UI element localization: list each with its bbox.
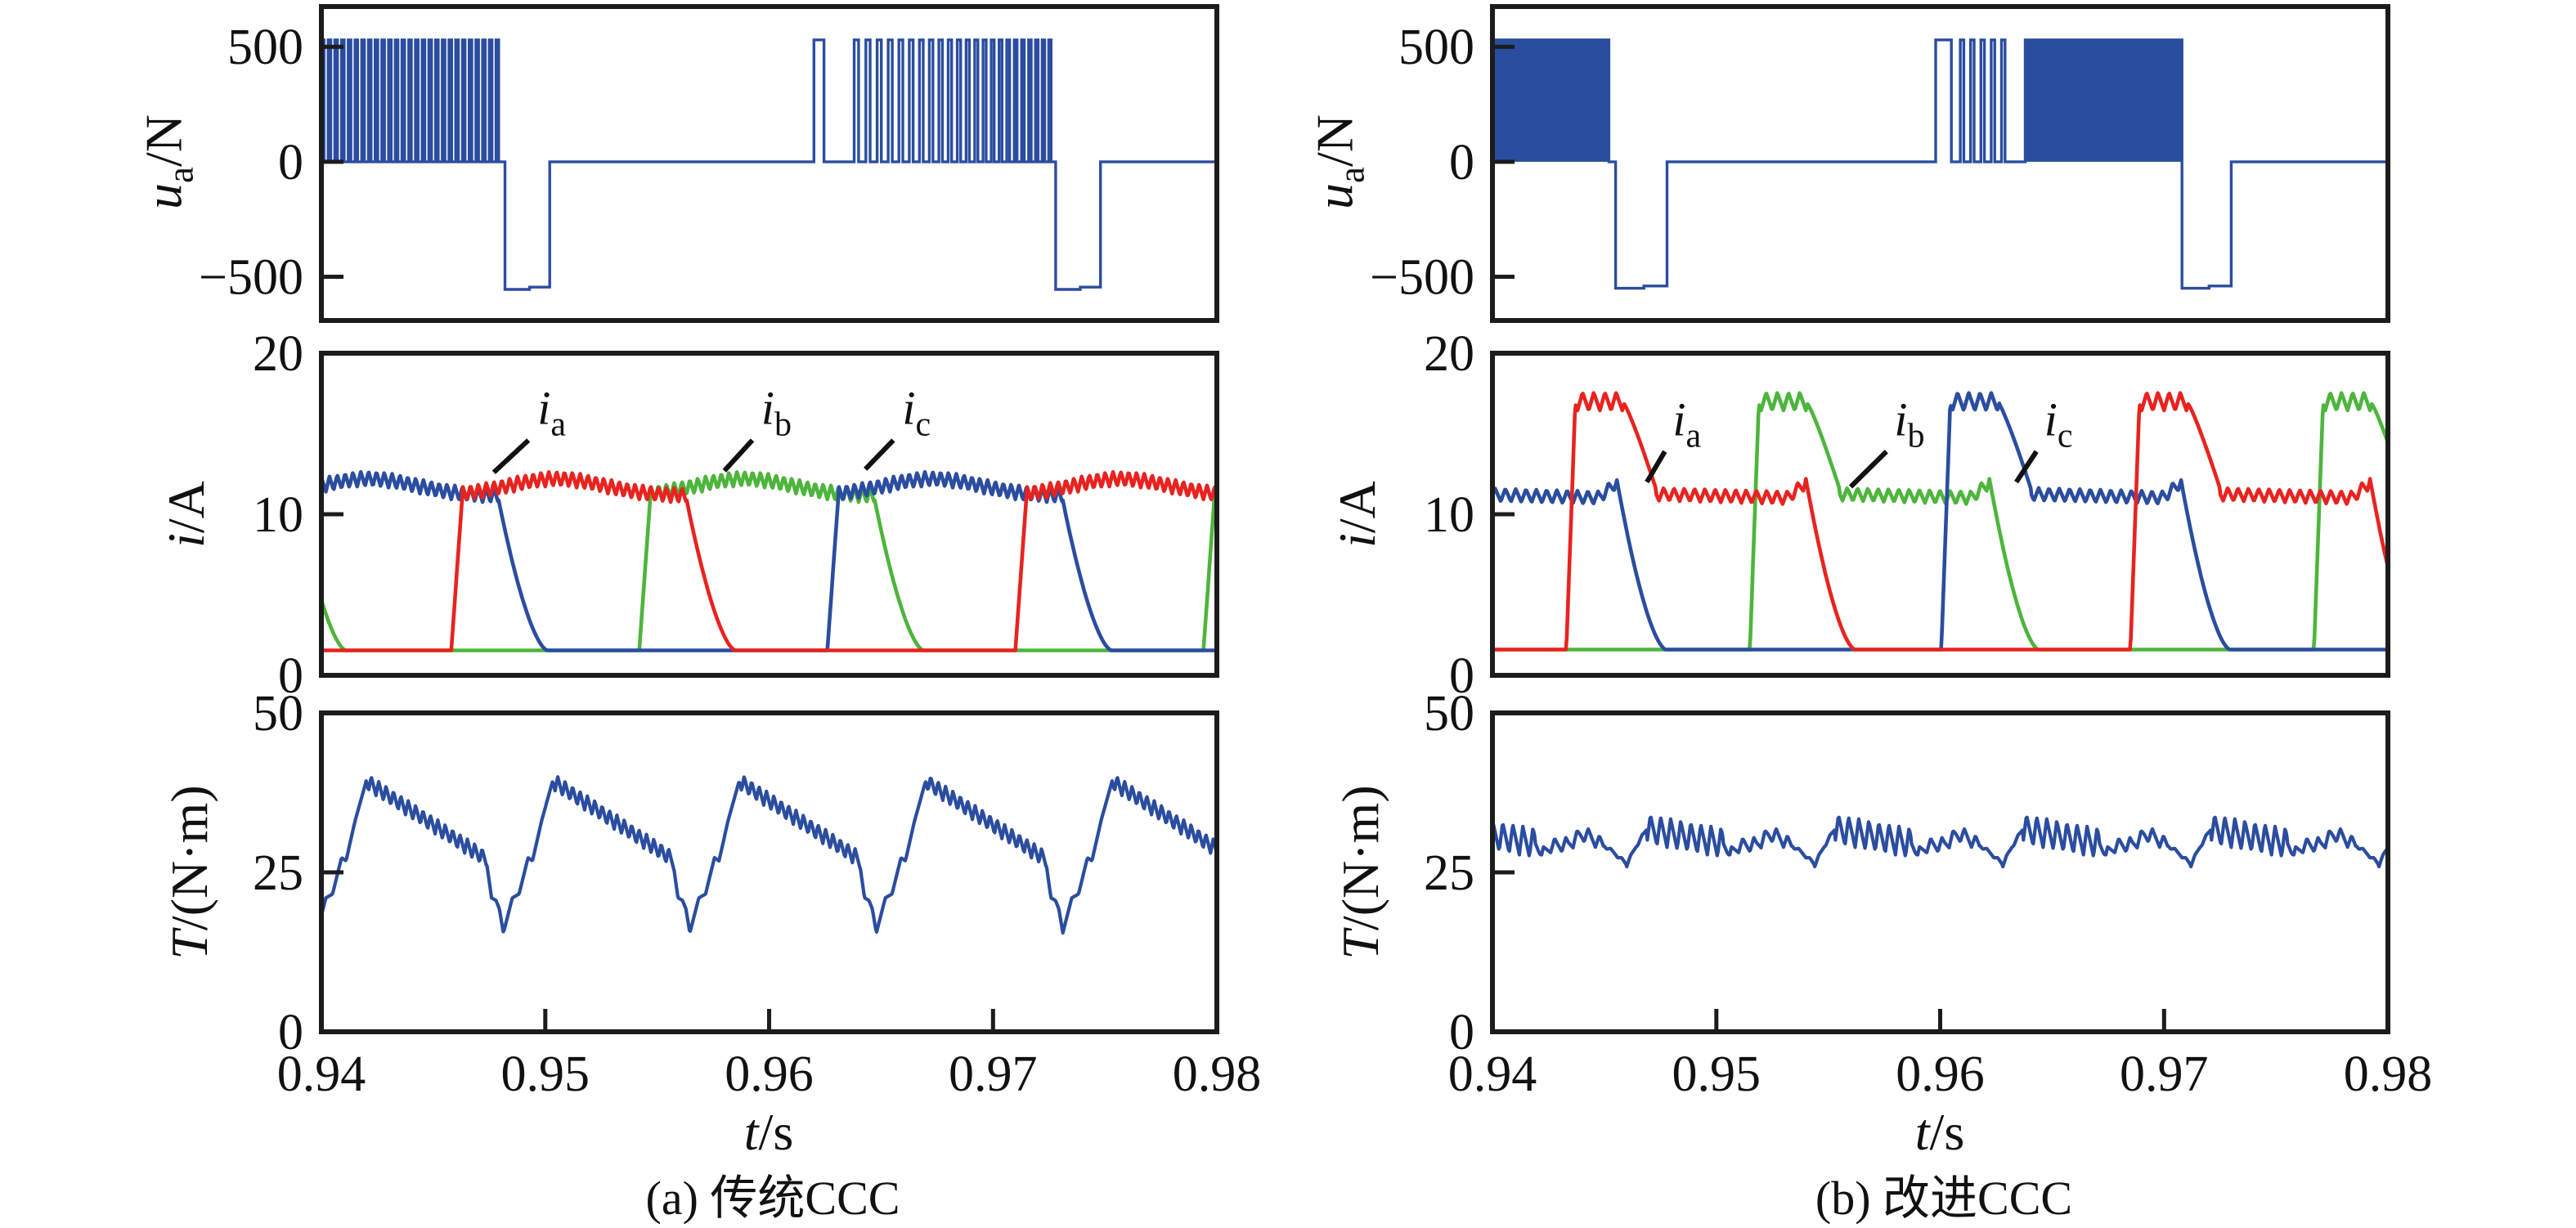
y-tick-label: 0	[1449, 648, 1474, 704]
x-tick-label: 0.95	[501, 1046, 590, 1102]
a-torque-axis-title: T/(N·m)	[160, 785, 218, 960]
phase-current-ia	[1492, 391, 2388, 652]
annotation-leader-b	[722, 438, 755, 473]
torque-waveform	[321, 775, 1217, 935]
y-tick-label: 10	[1424, 487, 1474, 543]
annotation-leader-a	[1645, 450, 1667, 484]
a-torque-plot-border	[319, 710, 1219, 1034]
annotation-leader-a	[491, 438, 531, 474]
phase-current-ib	[1492, 391, 2388, 652]
y-tick-label: 50	[1424, 686, 1474, 742]
x-tick-label: 0.94	[1448, 1046, 1537, 1102]
current-label-ic: ic	[2044, 393, 2073, 455]
y-tick-label: −500	[199, 250, 303, 306]
annotation-leader-c	[2014, 450, 2039, 484]
y-tick-label: 25	[1424, 845, 1474, 901]
y-tick-label: 50	[253, 686, 303, 742]
y-tick-label: 500	[227, 20, 303, 75]
current-label-ic: ic	[902, 382, 931, 444]
y-tick-label: −500	[1370, 250, 1474, 306]
panel-a-torque: 50 25 00.94 0.95 0.96 0.97 0.98	[253, 686, 1261, 1102]
x-tick-label: 0.94	[277, 1046, 366, 1102]
b-torque-plot-area	[1492, 815, 2388, 869]
y-tick-label: 500	[1398, 20, 1474, 75]
phase-current-ic	[321, 470, 1217, 652]
phase-current-ib	[321, 470, 1217, 652]
b-voltage-plot-border	[1490, 4, 2390, 323]
x-tick-label: 0.95	[1672, 1046, 1761, 1102]
b-current-plot-border	[1490, 351, 2390, 678]
a-torque-plot-area	[321, 775, 1217, 935]
a-voltage-plot-area	[321, 38, 1217, 291]
phase-current-ic	[1492, 391, 2388, 652]
voltage-waveform	[1492, 38, 2388, 290]
panel-a-current: ia ib ic 20 10 0	[253, 326, 1219, 704]
x-tick-label: 0.97	[949, 1046, 1038, 1102]
b-voltage-axis-title: ua/N	[1305, 114, 1372, 209]
phase-current-ia	[321, 470, 1217, 652]
torque-waveform	[1492, 815, 2388, 869]
a-current-plot-area	[321, 470, 1217, 652]
annotation-leader-b	[1848, 450, 1888, 489]
caption-b: (b) 改进CCC	[1815, 1172, 2073, 1225]
voltage-solid-burst	[1492, 39, 1609, 162]
current-label-ib: ib	[1894, 393, 1924, 455]
a-voltage-plot-border	[319, 4, 1219, 323]
panel-b-current: ia ib ic 20 10 0	[1424, 326, 2390, 704]
panel-a-voltage: 500 0 −500	[199, 4, 1219, 323]
b-time-axis-title: t/s	[1914, 1103, 1965, 1161]
voltage-solid-burst	[2025, 39, 2183, 162]
current-label-ib: ib	[761, 382, 792, 444]
voltage-waveform	[321, 38, 1217, 291]
x-tick-label: 0.98	[2344, 1046, 2433, 1102]
a-time-axis-title: t/s	[743, 1103, 794, 1161]
y-tick-label: 0	[1449, 135, 1474, 190]
y-tick-label: 0	[1449, 1005, 1474, 1060]
annotation-leader-c	[864, 438, 895, 471]
y-tick-label: 0	[278, 135, 303, 190]
a-current-axis-title: i/A	[157, 481, 215, 548]
y-tick-label: 0	[278, 648, 303, 704]
panel-b-voltage: 500 0 −500	[1370, 4, 2390, 323]
b-torque-axis-title: T/(N·m)	[1331, 785, 1389, 960]
x-tick-label: 0.97	[2120, 1046, 2209, 1102]
x-tick-label: 0.96	[725, 1046, 814, 1102]
y-tick-label: 20	[1424, 326, 1474, 382]
b-current-plot-area	[1492, 391, 2388, 652]
current-label-ia: ia	[537, 382, 566, 444]
b-voltage-plot-area	[1492, 38, 2388, 290]
current-label-ia: ia	[1672, 393, 1701, 455]
x-tick-label: 0.98	[1173, 1046, 1262, 1102]
y-tick-label: 10	[253, 487, 303, 543]
b-torque-plot-border	[1490, 710, 2390, 1034]
a-voltage-axis-title: ua/N	[134, 114, 201, 209]
caption-a: (a) 传统CCC	[645, 1172, 900, 1225]
y-tick-label: 0	[278, 1005, 303, 1060]
b-current-axis-title: i/A	[1328, 481, 1386, 548]
a-current-plot-border	[319, 351, 1219, 678]
y-tick-label: 20	[253, 326, 303, 382]
x-tick-label: 0.96	[1896, 1046, 1985, 1102]
y-tick-label: 25	[253, 845, 303, 901]
panel-b-torque: 50 25 00.94 0.95 0.96 0.97 0.98	[1424, 686, 2432, 1102]
